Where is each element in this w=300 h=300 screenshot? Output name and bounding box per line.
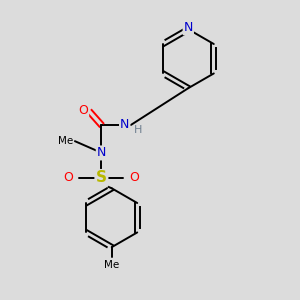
Text: O: O	[78, 104, 88, 117]
Text: O: O	[64, 172, 74, 184]
Text: Me: Me	[58, 136, 74, 146]
Text: N: N	[184, 21, 193, 34]
Text: N: N	[97, 146, 106, 159]
Text: H: H	[134, 125, 142, 135]
Text: O: O	[129, 172, 139, 184]
Text: Me: Me	[104, 260, 119, 270]
Text: N: N	[120, 118, 129, 131]
Text: S: S	[96, 170, 107, 185]
